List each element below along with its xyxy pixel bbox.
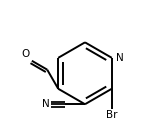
Text: N: N (116, 53, 123, 63)
Text: Br: Br (106, 110, 118, 120)
Text: N: N (42, 99, 50, 109)
Text: O: O (21, 49, 30, 59)
